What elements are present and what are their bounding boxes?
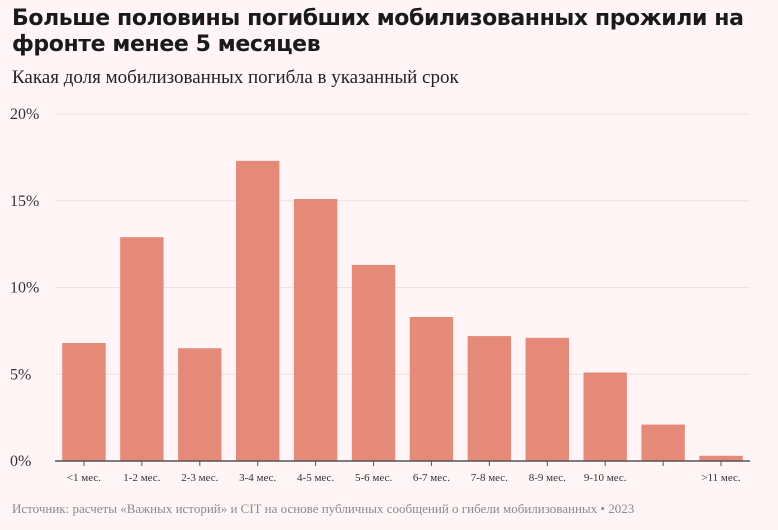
x-tick-label: 2-3 мес. [181,472,218,484]
x-tick-label: 3-4 мес. [239,472,276,484]
bar [525,337,570,461]
x-tick-label: 5-6 мес. [355,472,392,484]
x-tick-label: 7-8 мес. [471,472,508,484]
y-tick-label: 0% [10,453,31,470]
bar [467,336,512,461]
source-note: Источник: расчеты «Важных историй» и CIT… [12,501,635,516]
y-tick-label: 5% [10,366,31,383]
bar [178,348,222,461]
x-tick-label: 6-7 мес. [413,472,450,484]
bar-chart: 0% 5% 10% 15% 20% <1 мес. 1-2 мес. 2-3 мес. 3-4 … [10,106,750,484]
bars-layer [62,160,743,461]
y-tick-label: 20% [10,106,39,123]
bar [351,264,396,461]
labels-layer: 0% 5% 10% 15% 20% <1 мес. 1-2 мес. 2-3 мес. 3-4 … [10,106,741,484]
chart-subtitle: Какая доля мобилизованных погибла в указ… [12,67,459,88]
chart-title: Больше половины погибших мобилизованных … [12,6,744,57]
grid-layer [55,113,750,375]
bar [641,424,685,461]
bar [235,160,280,461]
axis-layer [55,460,750,466]
bar [293,199,338,461]
y-tick-label: 10% [10,280,39,297]
bar [120,237,164,461]
bar [699,455,743,461]
x-tick-label: <1 мес. [67,472,101,484]
y-tick-label: 15% [10,193,39,210]
x-tick-label: 4-5 мес. [297,472,334,484]
x-tick-label: 8-9 мес. [529,472,566,484]
x-tick-label: >11 мес. [701,472,741,484]
bar [62,343,106,461]
bar [583,372,627,461]
x-tick-label: 9-10 мес. [584,472,627,484]
bar [409,316,454,461]
x-tick-label: 1-2 мес. [123,472,160,484]
